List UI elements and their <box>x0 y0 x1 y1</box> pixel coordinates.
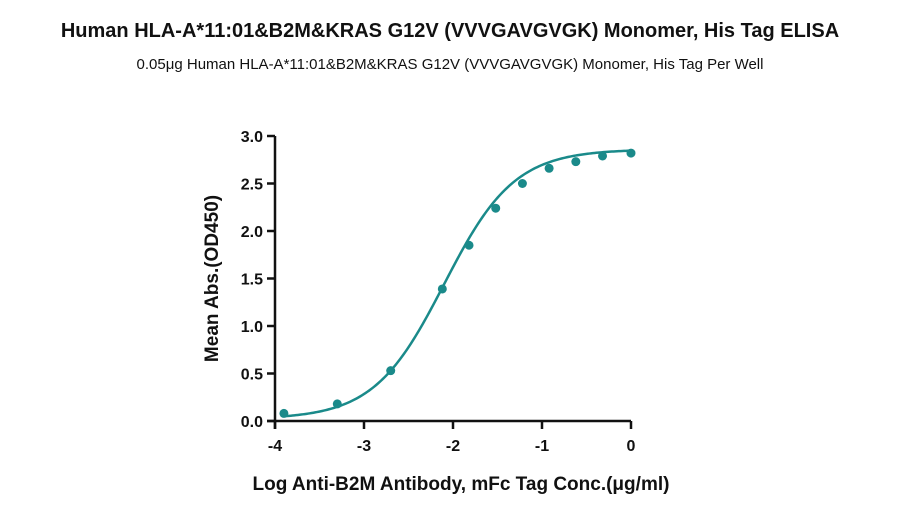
axes <box>267 134 633 429</box>
chart-title: Human HLA-A*11:01&B2M&KRAS G12V (VVVGAVG… <box>60 20 840 42</box>
data-point <box>571 157 581 167</box>
data-point <box>464 240 474 250</box>
axis-labels: 0.0 0.5 1.0 1.5 2.0 2.5 3.0 -4 -3 -2 -1 0 Log Anti-B… <box>202 129 669 495</box>
data-point <box>279 408 289 418</box>
fit-curve <box>283 149 632 418</box>
data-point <box>437 284 447 294</box>
y-tick-label: 3.0 <box>241 129 263 146</box>
y-tick-label: 2.5 <box>241 177 263 194</box>
data-point <box>598 151 608 161</box>
y-tick-label: 0.5 <box>241 367 263 384</box>
x-tick-label: -2 <box>446 438 460 455</box>
x-tick-label: -4 <box>268 438 282 455</box>
x-axis-title: Log Anti-B2M Antibody, mFc Tag Conc.(μg/… <box>253 474 670 495</box>
data-point <box>626 148 636 158</box>
x-tick-label: 0 <box>627 438 636 455</box>
x-tick-label: -3 <box>357 438 371 455</box>
chart-subtitle: 0.05μg Human HLA-A*11:01&B2M&KRAS G12V (… <box>136 56 764 73</box>
y-tick-label: 0.0 <box>241 414 263 431</box>
y-axis-title: Mean Abs.(OD450) <box>202 195 223 362</box>
data-points <box>279 148 636 418</box>
data-point <box>386 366 396 376</box>
data-point <box>491 203 501 213</box>
x-tick-label: -1 <box>535 438 549 455</box>
data-point <box>332 399 342 409</box>
y-tick-label: 1.5 <box>241 272 263 289</box>
y-tick-label: 1.0 <box>241 319 263 336</box>
data-point <box>517 179 527 188</box>
data-point <box>544 163 554 173</box>
y-tick-label: 2.0 <box>241 224 263 241</box>
